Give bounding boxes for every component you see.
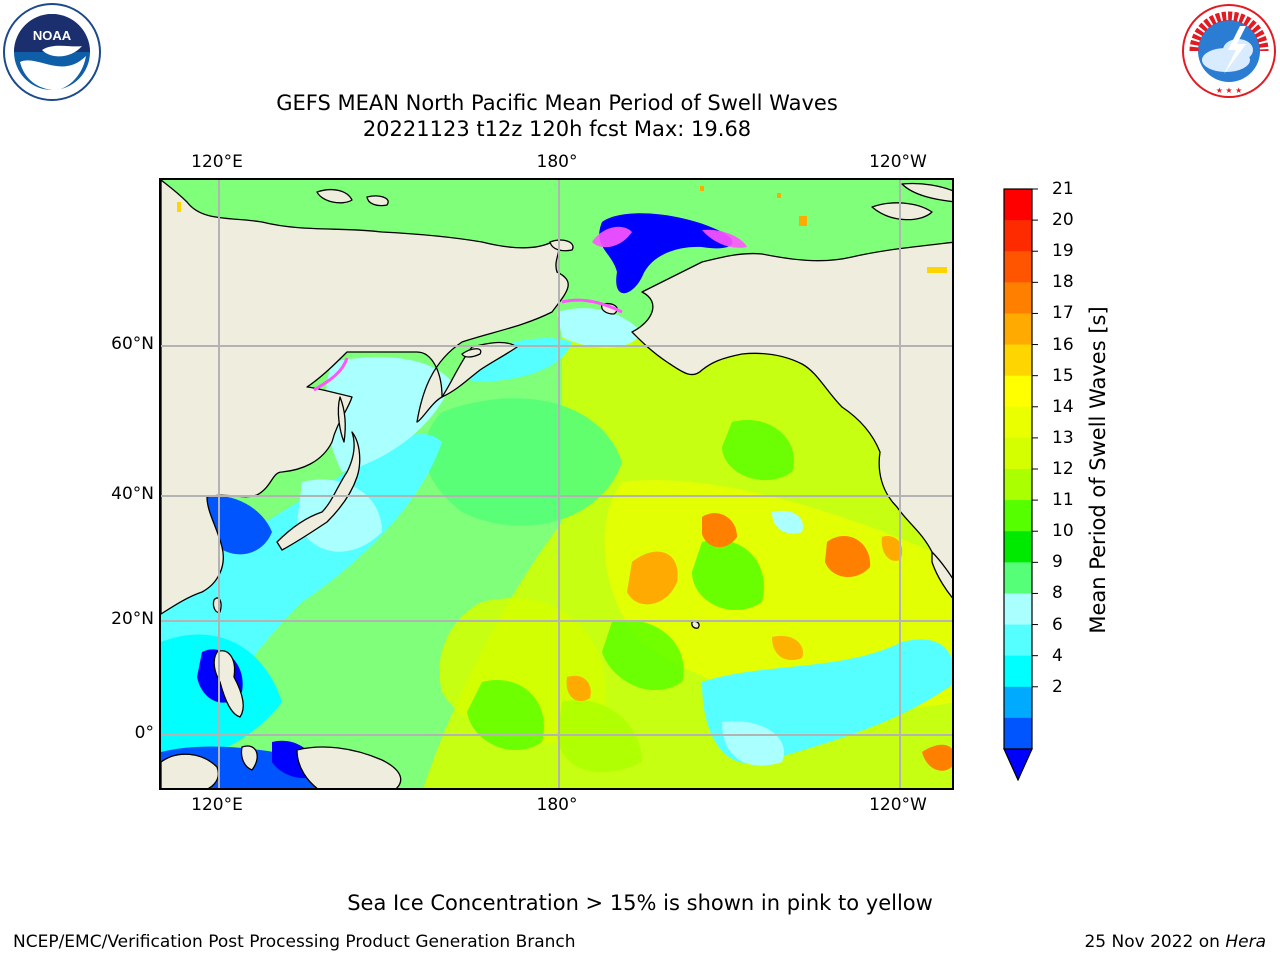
colorbar-tick-label: 4 <box>1052 645 1063 666</box>
lon-label-bottom-180: 180° <box>536 795 578 815</box>
lon-label-bottom-120w: 120°W <box>869 795 927 815</box>
footer-producer: NCEP/EMC/Verification Post Processing Pr… <box>13 932 576 952</box>
colorbar-title: Mean Period of Swell Waves [s] <box>1086 306 1110 634</box>
lon-label-bottom-120e: 120°E <box>191 795 243 815</box>
graticule <box>161 180 952 788</box>
footer-machine: Hera <box>1225 932 1266 952</box>
colorbar-tick-label: 16 <box>1052 334 1074 355</box>
lat-label-20n: 20°N <box>111 609 154 629</box>
lat-label-60n: 60°N <box>111 334 154 354</box>
colorbar-segment <box>1004 469 1032 501</box>
lat-label-40n: 40°N <box>111 484 154 504</box>
colorbar-segment <box>1004 593 1032 626</box>
colorbar-tick-label: 10 <box>1052 521 1074 542</box>
colorbar-tick-label: 18 <box>1052 272 1074 293</box>
colorbar-segment <box>1004 189 1032 221</box>
lon-label-top-120w: 120°W <box>869 152 927 172</box>
colorbar-tick-label: 9 <box>1052 552 1063 573</box>
swell-period-map <box>161 180 952 788</box>
colorbar-tick-label: 14 <box>1052 396 1074 417</box>
colorbar-underflow-arrow <box>1003 748 1033 782</box>
colorbar-segment <box>1004 437 1032 470</box>
chart-subtitle: 20221123 t12z 120h fcst Max: 19.68 <box>362 117 752 141</box>
colorbar-tick-label: 13 <box>1052 427 1074 448</box>
colorbar <box>1003 188 1038 782</box>
map-panel <box>159 178 954 790</box>
colorbar-tick-label: 8 <box>1052 583 1063 604</box>
colorbar-segment <box>1004 251 1032 283</box>
colorbar-tick-label: 19 <box>1052 241 1074 262</box>
colorbar-tick-label: 6 <box>1052 614 1063 635</box>
colorbar-tick-label: 15 <box>1052 365 1074 386</box>
sea-ice-edges <box>177 186 947 392</box>
colorbar-segment <box>1004 220 1032 252</box>
lon-label-top-120e: 120°E <box>191 152 243 172</box>
sea-ice-note: Sea Ice Concentration > 15% is shown in … <box>347 891 933 915</box>
colorbar-segment <box>1004 406 1032 439</box>
footer-date-text: 25 Nov 2022 on <box>1084 932 1226 952</box>
colorbar-segment <box>1004 282 1032 314</box>
noaa-logo: NOAA <box>2 2 102 106</box>
colorbar-segment <box>1004 500 1032 532</box>
land-masses <box>161 180 952 788</box>
colorbar-segment <box>1004 313 1032 346</box>
colorbar-tick-label: 12 <box>1052 459 1074 479</box>
chart-title: GEFS MEAN North Pacific Mean Period of S… <box>276 91 838 115</box>
nws-logo: ★ ★ ★ <box>1180 2 1278 104</box>
colorbar-segment <box>1004 344 1032 377</box>
colorbar-tick-label: 17 <box>1052 303 1074 324</box>
colorbar-segment <box>1004 375 1032 408</box>
colorbar-tick-label: 20 <box>1052 210 1074 231</box>
colorbar-tick-label: 11 <box>1052 490 1074 511</box>
footer-date: 25 Nov 2022 on Hera <box>1084 932 1266 952</box>
lon-label-top-180: 180° <box>536 152 578 172</box>
colorbar-segment <box>1004 655 1032 688</box>
colorbar-segment <box>1004 717 1032 750</box>
colorbar-scale <box>1003 188 1038 782</box>
colorbar-segment <box>1004 531 1032 563</box>
svg-text:★ ★ ★: ★ ★ ★ <box>1216 86 1243 95</box>
lat-label-0: 0° <box>134 723 154 743</box>
colorbar-tick-label: 21 <box>1052 179 1074 199</box>
colorbar-segment <box>1004 562 1032 594</box>
noaa-logo-text: NOAA <box>33 28 72 43</box>
colorbar-tick-label: 2 <box>1052 676 1063 697</box>
colorbar-segment <box>1004 686 1032 719</box>
colorbar-segment <box>1004 624 1032 657</box>
